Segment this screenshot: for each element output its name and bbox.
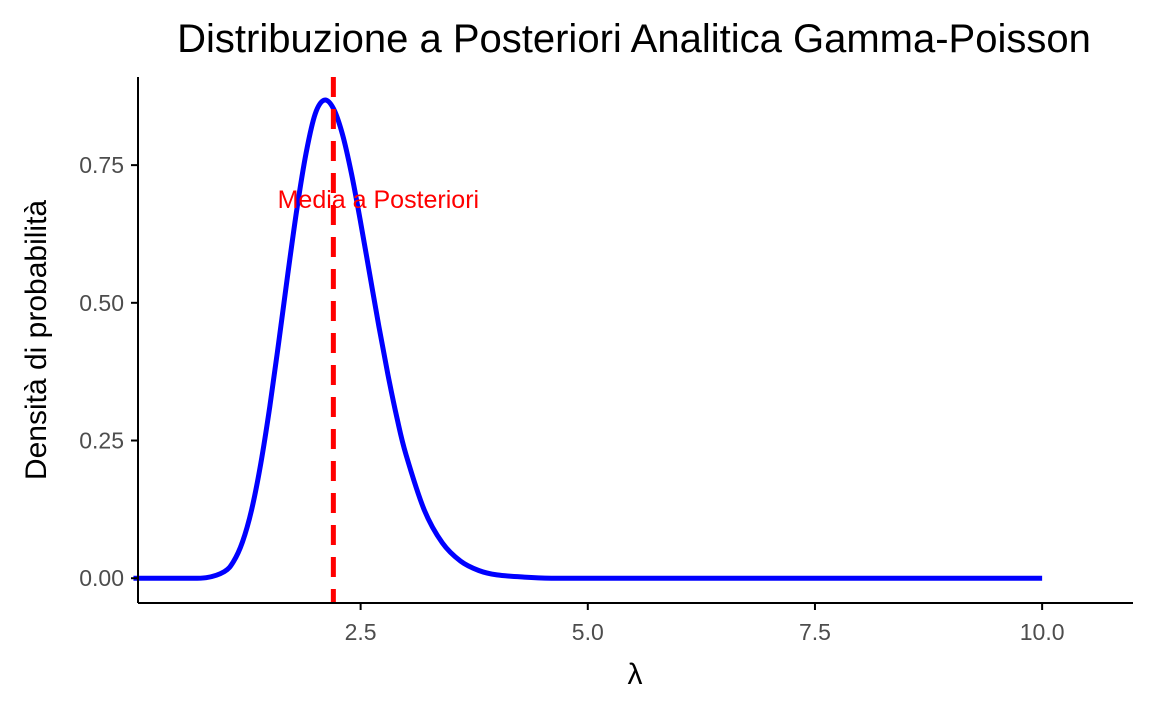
y-tick-label: 0.50 xyxy=(79,290,124,316)
x-tick-label: 10.0 xyxy=(1020,619,1065,645)
density-curve xyxy=(133,97,1043,581)
y-tick-label: 0.25 xyxy=(79,428,124,454)
y-tick-label: 0.00 xyxy=(79,565,124,591)
y-ticks: 0.00 0.25 0.50 0.75 xyxy=(79,152,138,591)
plot-area: Media a Posteriori xyxy=(133,77,1043,603)
density-curve-layer xyxy=(133,97,1043,581)
y-axis-title: Densità di probabilità xyxy=(20,200,53,480)
x-ticks: 2.5 5.0 7.5 10.0 xyxy=(345,603,1065,645)
x-axis-title: λ xyxy=(628,658,643,691)
y-axis: 0.00 0.25 0.50 0.75 xyxy=(79,77,139,603)
chart-title: Distribuzione a Posteriori Analitica Gam… xyxy=(177,17,1091,61)
posterior-mean-label: Media a Posteriori xyxy=(278,186,479,214)
x-tick-label: 5.0 xyxy=(572,619,604,645)
x-tick-label: 7.5 xyxy=(799,619,831,645)
x-tick-label: 2.5 xyxy=(345,619,377,645)
y-tick-label: 0.75 xyxy=(79,152,124,178)
x-axis: 2.5 5.0 7.5 10.0 xyxy=(138,602,1133,645)
